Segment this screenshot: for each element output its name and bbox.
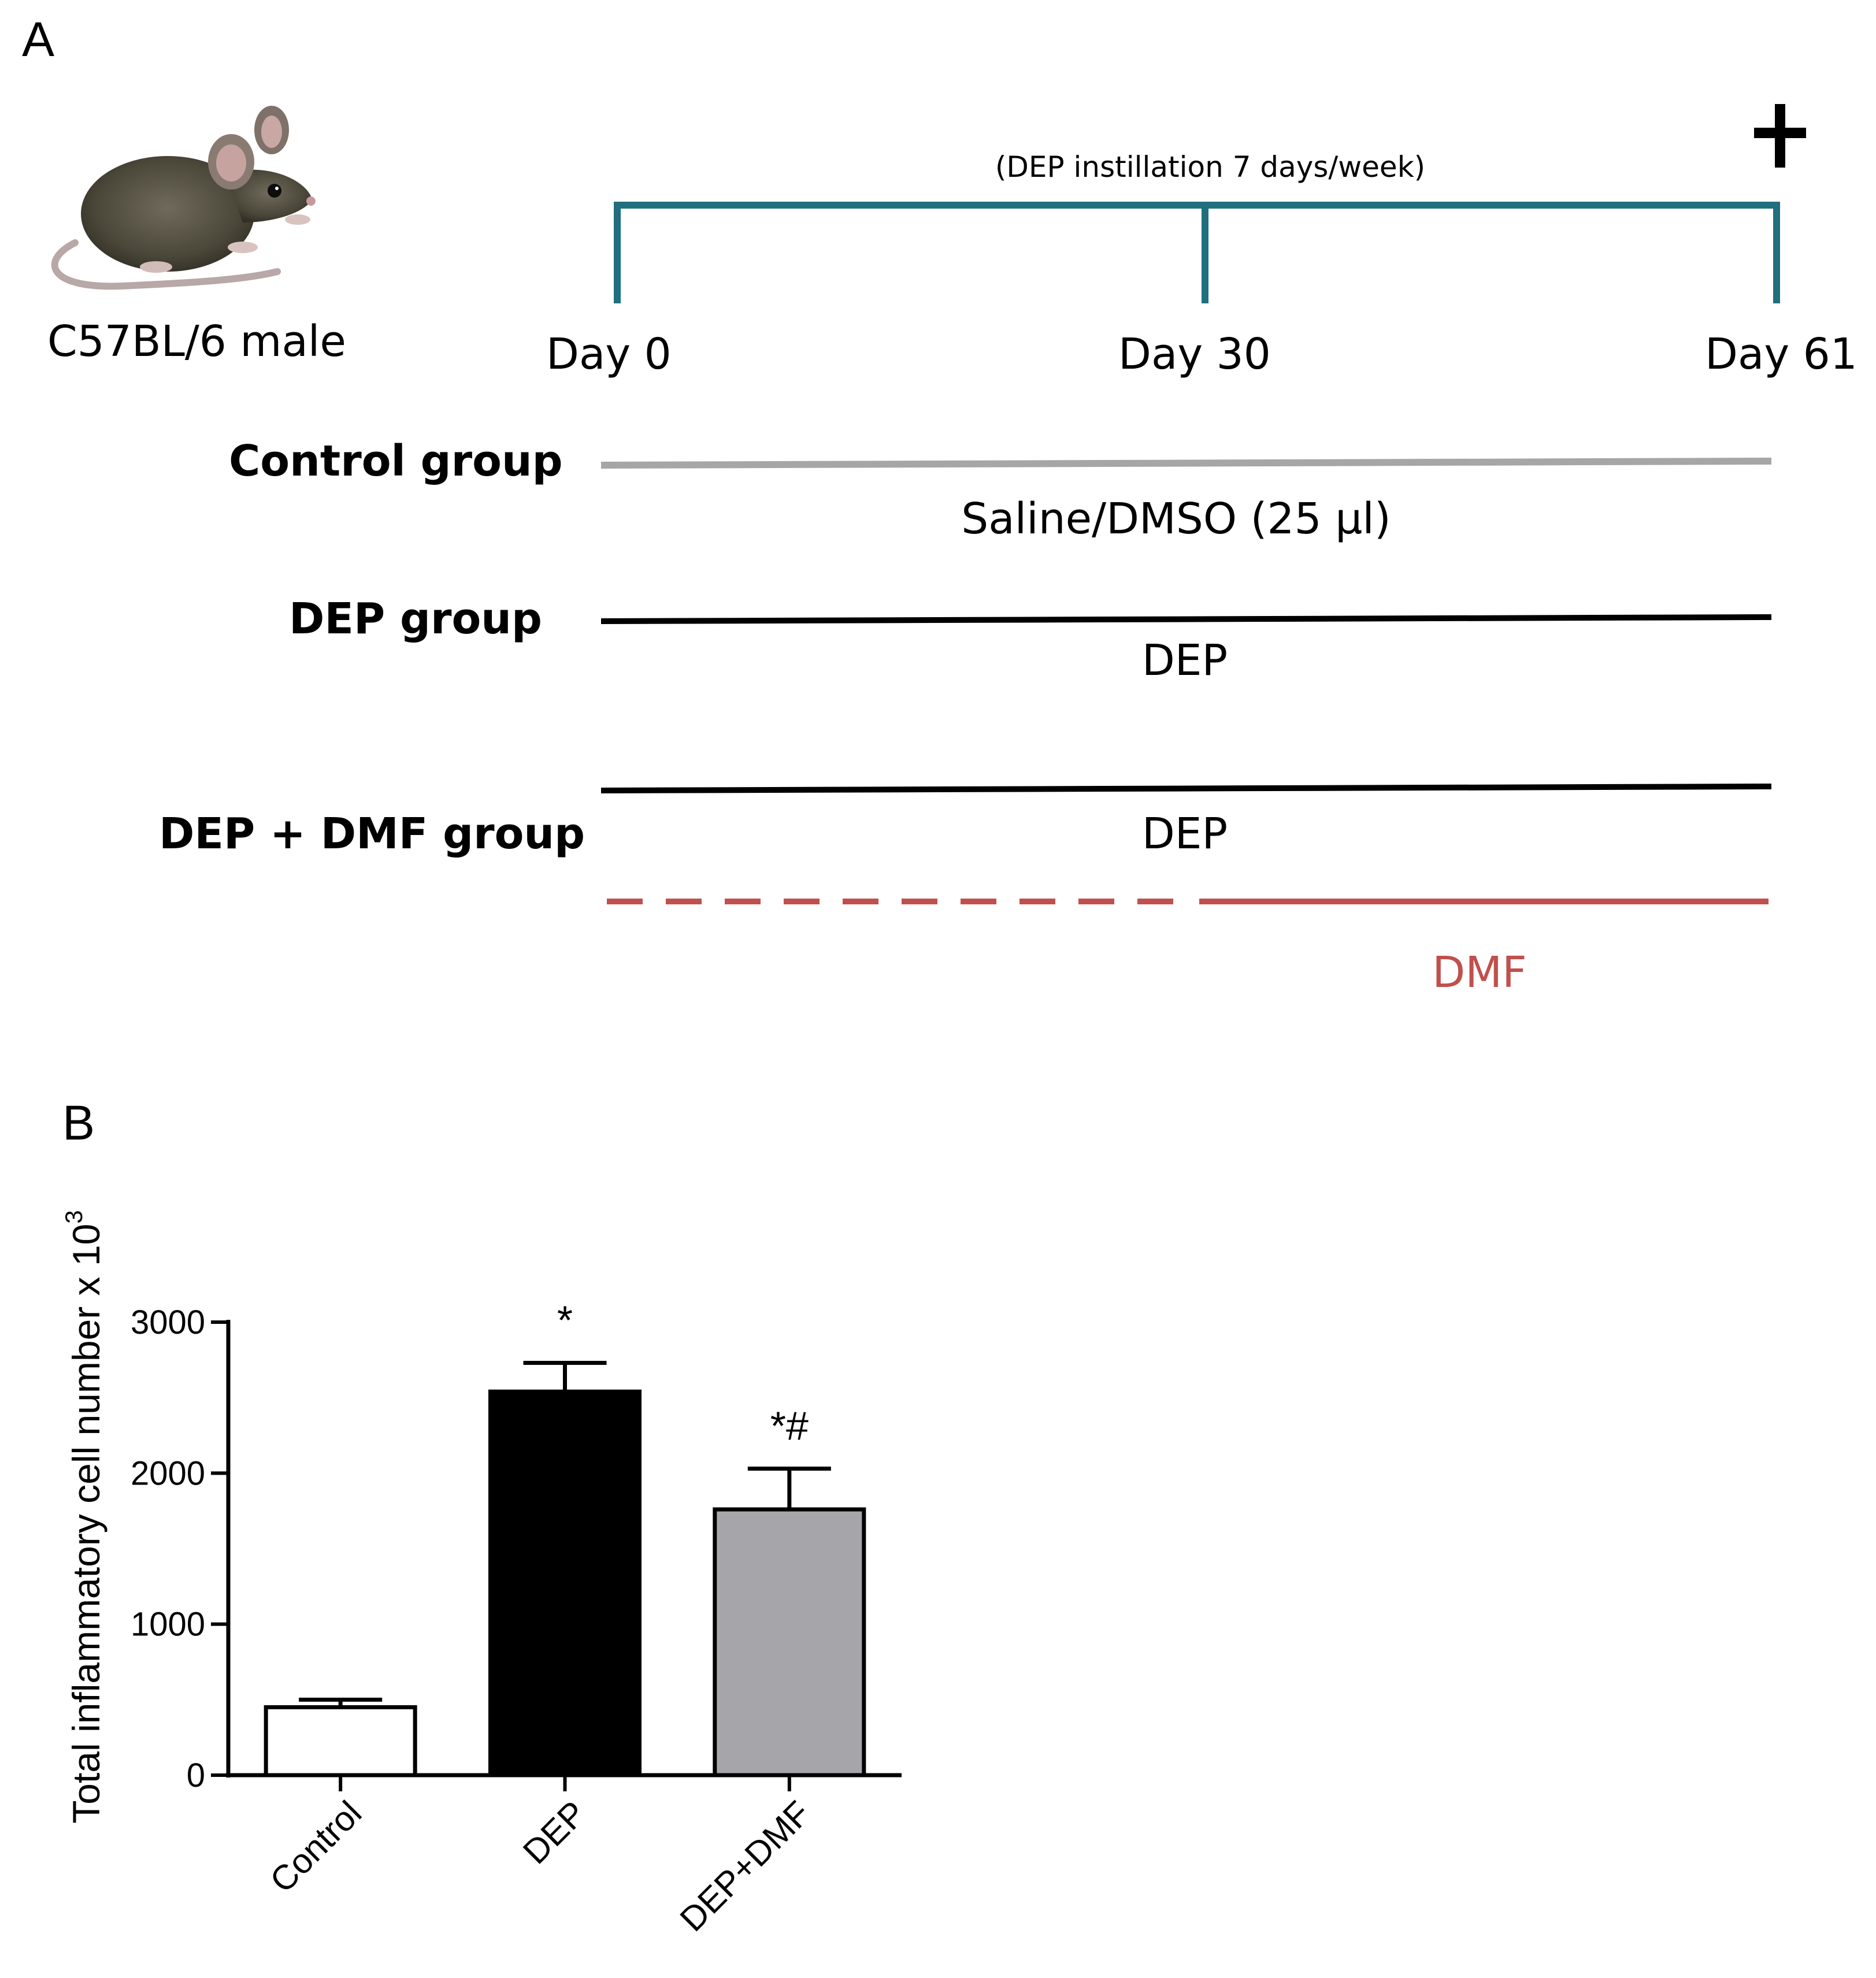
group-label-dep-dmf: DEP + DMF group	[159, 809, 585, 859]
control-line-label: Saline/DMSO (25 µl)	[961, 494, 1391, 544]
y-tick-label: 0	[187, 1757, 205, 1794]
y-axis-label: Total inflammatory cell number x 103	[60, 1210, 107, 1823]
endpoint-cross-icon	[1754, 104, 1806, 168]
bar	[488, 1389, 642, 1777]
y-tick-label: 2000	[131, 1454, 205, 1492]
dep-line-label: DEP	[1141, 636, 1228, 685]
dep-dmf-dep-line-label: DEP	[1141, 809, 1228, 859]
y-tick-label: 3000	[131, 1304, 205, 1341]
bar	[713, 1507, 866, 1777]
x-tick-label: Control	[262, 1794, 369, 1900]
dep-dmf-dep-line	[600, 784, 1772, 793]
mouse-strain-label: C57BL/6 male	[47, 317, 346, 366]
group-label-dep: DEP group	[289, 594, 542, 644]
timeline	[614, 104, 1806, 303]
timeline-tick-label: Day 61	[1705, 329, 1858, 379]
panel-a-letter: A	[22, 12, 55, 66]
y-tick-label: 1000	[131, 1606, 205, 1643]
panel-b-letter: B	[62, 1096, 95, 1150]
group-lines	[600, 458, 1772, 904]
mouse-icon	[51, 106, 316, 290]
significance-label: *#	[770, 1403, 809, 1448]
significance-label: *	[557, 1298, 573, 1343]
bar	[264, 1705, 417, 1777]
x-tick-label: DEP+DMF	[673, 1794, 818, 1939]
timeline-note: (DEP instillation 7 days/week)	[995, 150, 1426, 184]
group-label-control: Control group	[229, 436, 563, 486]
control-line	[600, 458, 1772, 469]
dep-line	[600, 614, 1772, 624]
timeline-tick-label: Day 0	[546, 329, 672, 379]
x-tick-label: DEP	[516, 1794, 594, 1872]
timeline-tick-label: Day 30	[1118, 329, 1271, 379]
dmf-line-label: DMF	[1432, 948, 1527, 997]
